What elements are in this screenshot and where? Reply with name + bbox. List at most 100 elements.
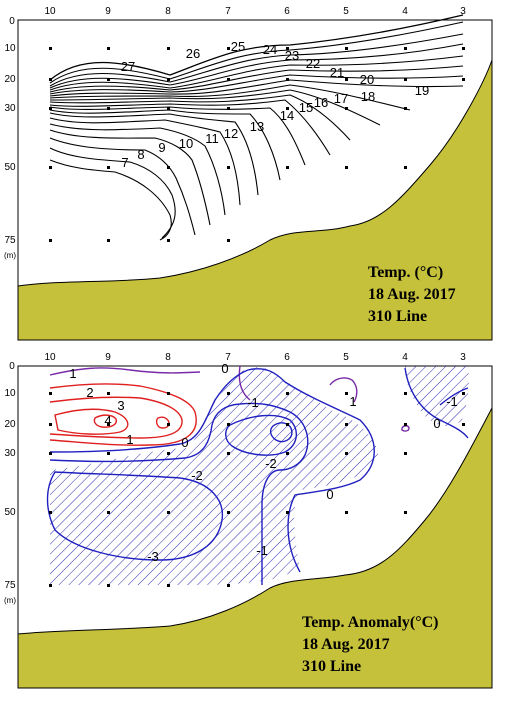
contour-line — [49, 402, 309, 585]
contour-line — [49, 33, 464, 87]
x-tick-label: 3 — [460, 6, 466, 17]
contour-line — [49, 137, 196, 236]
contour-label: 15 — [299, 100, 313, 115]
x-tick-label: 8 — [165, 352, 171, 363]
contour-line — [49, 367, 201, 376]
contour-line — [93, 414, 117, 428]
title-line: Temp. (°C) — [368, 264, 443, 281]
contour-line — [49, 99, 331, 156]
y-tick-label: 0 — [9, 16, 15, 27]
contour-label: 11 — [205, 131, 219, 146]
contour-label: 18 — [361, 89, 375, 104]
temperature-panel: 10 9 8 7 6 5 4 3 0 10 20 30 50 75 (m) — [4, 6, 493, 341]
contour-label: -2 — [191, 468, 203, 483]
contour-line — [49, 159, 172, 241]
y-unit-label: (m) — [4, 596, 16, 605]
contour-line — [49, 383, 197, 446]
y-ticks: 0 10 20 30 50 75 (m) — [4, 361, 16, 605]
contour-line — [404, 367, 469, 439]
seabed-land — [17, 59, 493, 341]
negative-contours — [46, 367, 469, 585]
contour-label: 0 — [181, 435, 188, 450]
x-tick-label: 9 — [105, 6, 111, 17]
contour-line — [49, 43, 464, 89]
y-tick-label: 75 — [4, 235, 16, 246]
contour-line — [49, 117, 241, 206]
contour-label: -1 — [247, 395, 259, 410]
contour-line — [49, 89, 381, 126]
contour-line — [49, 368, 375, 573]
contour-label: 16 — [314, 95, 328, 110]
contour-line — [49, 74, 464, 95]
contour-line — [155, 416, 170, 429]
y-tick-label: 30 — [4, 103, 16, 114]
x-tick-label: 4 — [402, 352, 408, 363]
contour-label: 23 — [285, 48, 299, 63]
contour-line — [401, 425, 410, 432]
contour-label: 19 — [415, 83, 429, 98]
x-ticks: 10 9 8 7 6 5 4 3 — [44, 6, 466, 17]
temperature-contours — [49, 14, 464, 241]
contour-line — [49, 79, 464, 97]
contour-line — [439, 387, 469, 406]
contour-line — [49, 123, 226, 216]
title-line: 310 Line — [368, 308, 427, 325]
contour-label: 25 — [231, 39, 245, 54]
contour-label: 8 — [137, 147, 144, 162]
y-ticks: 0 10 20 30 50 75 (m) — [4, 16, 16, 260]
y-tick-label: 10 — [4, 388, 16, 399]
x-tick-label: 5 — [343, 6, 349, 17]
negative-anomaly-hatch-east — [405, 366, 469, 427]
x-tick-label: 6 — [284, 6, 290, 17]
y-unit-label: (m) — [4, 251, 16, 260]
contour-line — [49, 21, 464, 84]
contour-line — [49, 55, 464, 91]
title-line: 18 Aug. 2017 — [302, 636, 390, 653]
y-tick-label: 50 — [4, 507, 16, 518]
y-tick-label: 50 — [4, 162, 16, 173]
contour-line — [49, 129, 211, 226]
contour-line — [329, 377, 358, 403]
contour-label: 0 — [221, 361, 228, 376]
x-tick-label: 7 — [225, 6, 231, 17]
negative-anomaly-hatch — [50, 367, 379, 585]
contour-label: 1 — [126, 432, 133, 447]
contour-label: 1 — [349, 394, 356, 409]
anomaly-title: Temp. Anomaly(°C) 18 Aug. 2017 310 Line — [302, 614, 438, 675]
contour-line — [46, 471, 224, 561]
x-tick-label: 7 — [225, 352, 231, 363]
contour-label: 2 — [86, 385, 93, 400]
contour-line — [225, 414, 297, 456]
temperature-title: Temp. (°C) 18 Aug. 2017 310 Line — [368, 264, 456, 325]
x-tick-label: 8 — [165, 6, 171, 17]
contour-label: 21 — [330, 65, 344, 80]
contour-label: 14 — [280, 108, 294, 123]
y-tick-label: 10 — [4, 43, 16, 54]
positive-contours — [49, 383, 197, 446]
contour-line — [54, 408, 129, 435]
sample-points — [49, 392, 465, 587]
contour-line — [49, 94, 351, 141]
contour-label: -3 — [147, 549, 159, 564]
contour-label: 0 — [326, 487, 333, 502]
contour-line — [49, 109, 281, 181]
contour-label: 4 — [104, 413, 111, 428]
y-tick-label: 30 — [4, 448, 16, 459]
title-line: 310 Line — [302, 658, 361, 675]
contour-label: -2 — [265, 456, 277, 471]
y-tick-label: 75 — [4, 580, 16, 591]
contour-line — [49, 112, 259, 196]
contour-line — [49, 147, 176, 239]
contour-labels: 27 26 25 24 23 22 21 20 19 18 17 16 15 1… — [121, 39, 429, 170]
x-tick-label: 10 — [44, 6, 56, 17]
contour-line — [49, 14, 464, 81]
contour-line — [238, 365, 251, 401]
contour-label: 24 — [263, 42, 277, 57]
contour-label: 17 — [334, 91, 348, 106]
contour-label: -1 — [256, 543, 268, 558]
contour-line — [269, 422, 293, 443]
contour-label: 22 — [306, 56, 320, 71]
contour-line — [49, 106, 306, 166]
contour-label: 20 — [360, 72, 374, 87]
